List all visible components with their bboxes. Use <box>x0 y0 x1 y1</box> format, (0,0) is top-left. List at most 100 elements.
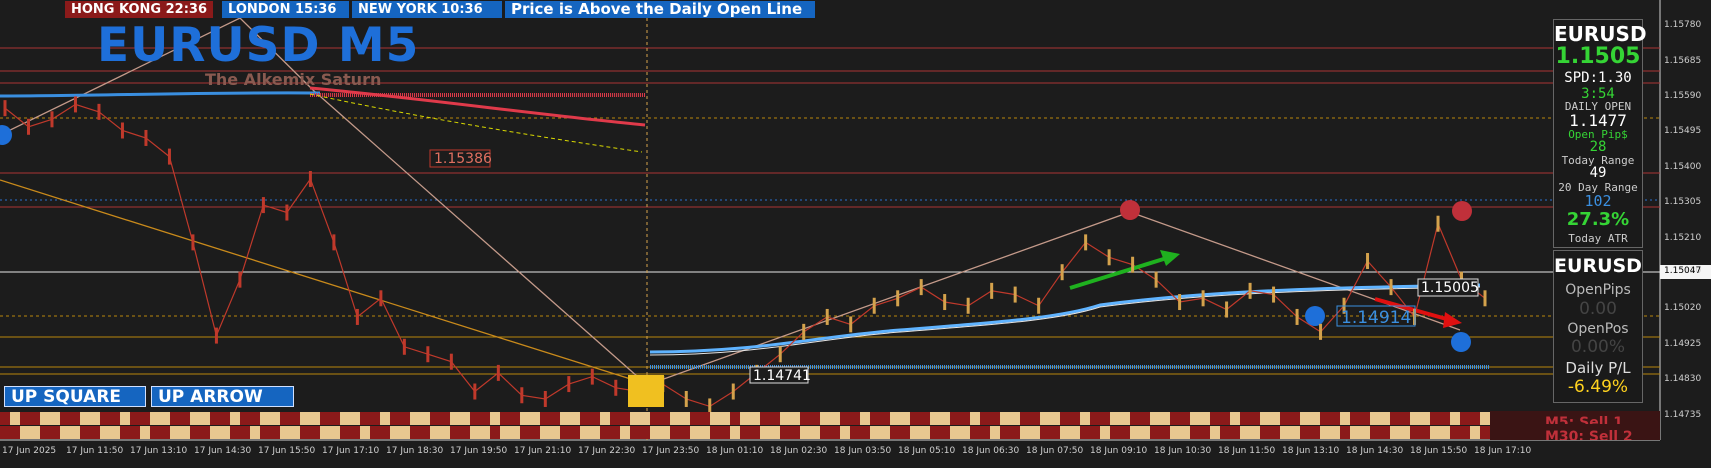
y-tick-label: 1.15305 <box>1664 197 1702 208</box>
signal-cell <box>480 412 490 425</box>
signal-cell <box>540 412 550 425</box>
signal-cell <box>50 412 60 425</box>
signal-cell <box>520 412 530 425</box>
current-box-price-label: 1.15005 <box>1421 280 1479 296</box>
signal-cell <box>220 412 230 425</box>
signal-cell <box>270 412 280 425</box>
signal-cell <box>1350 426 1360 439</box>
hong-kong-clock: HONG KONG 22:36 <box>65 1 213 18</box>
pl-panel: EURUSD OpenPips 0.00 OpenPos 0.00% Daily… <box>1553 250 1643 403</box>
signal-cell <box>160 426 170 439</box>
signal-cell <box>1120 412 1130 425</box>
signal-cell <box>760 426 770 439</box>
x-tick-label: 18 Jun 13:10 <box>1282 446 1340 456</box>
signal-cell <box>160 412 170 425</box>
x-tick-label: 18 Jun 17:10 <box>1474 446 1532 456</box>
signal-cell <box>1270 426 1280 439</box>
signal-cell <box>460 412 470 425</box>
signal-cell <box>1090 426 1100 439</box>
signal-cell <box>210 426 220 439</box>
signal-cell <box>370 426 380 439</box>
x-tick-label: 18 Jun 15:50 <box>1410 446 1468 456</box>
signal-cell <box>1460 426 1470 439</box>
panel-symbol: EURUSD <box>1554 22 1647 46</box>
signal-cell <box>250 412 260 425</box>
signal-cell <box>1310 412 1320 425</box>
price-series-line <box>4 103 1486 408</box>
x-tick-label: 18 Jun 01:10 <box>706 446 764 456</box>
signal-cell <box>1100 412 1110 425</box>
signal-cell <box>710 412 720 425</box>
signal-cell <box>1420 412 1430 425</box>
signal-cell <box>520 426 530 439</box>
signal-cell <box>860 412 870 425</box>
signal-cell <box>530 412 540 425</box>
signal-cell <box>1140 426 1150 439</box>
panel-twenty-day-label: 20 Day Range <box>1558 181 1638 194</box>
signal-cell <box>1250 426 1260 439</box>
signal-cell <box>1400 426 1410 439</box>
signal-cell <box>920 426 930 439</box>
panel-daily-open-label: DAILY OPEN <box>1564 100 1632 113</box>
signal-cell <box>1320 426 1330 439</box>
signal-cell <box>320 412 330 425</box>
up-square-button[interactable]: UP SQUARE <box>4 386 146 407</box>
signal-cell <box>1040 426 1050 439</box>
signal-cell <box>1300 412 1310 425</box>
signal-cell <box>760 412 770 425</box>
x-tick-label: 18 Jun 09:10 <box>1090 446 1148 456</box>
signal-cell <box>510 412 520 425</box>
signal-cell <box>870 426 880 439</box>
signal-cell <box>1190 426 1200 439</box>
signal-cell <box>1160 412 1170 425</box>
signal-cell <box>1340 426 1350 439</box>
signal-cell <box>1280 412 1290 425</box>
signal-cell <box>910 426 920 439</box>
signal-cell <box>940 412 950 425</box>
signal-cell <box>400 426 410 439</box>
y-tick-label: 1.15210 <box>1664 232 1702 243</box>
signal-cell <box>280 412 290 425</box>
signal-cell <box>690 412 700 425</box>
panel-daily-open-value: 1.1477 <box>1569 111 1627 130</box>
signal-cell <box>1340 412 1350 425</box>
signal-cell <box>240 426 250 439</box>
signal-cell <box>1030 412 1040 425</box>
signal-cell <box>40 412 50 425</box>
signal-cell <box>1250 412 1260 425</box>
signal-cell <box>30 412 40 425</box>
signal-cell <box>350 412 360 425</box>
signal-cell <box>170 412 180 425</box>
signal-cell <box>1400 412 1410 425</box>
x-tick-label: 17 Jun 18:30 <box>386 446 444 456</box>
signal-cell <box>840 412 850 425</box>
signal-cell <box>900 426 910 439</box>
signal-cell <box>290 426 300 439</box>
signal-cell <box>310 426 320 439</box>
signal-cell <box>540 426 550 439</box>
signal-cell <box>880 412 890 425</box>
signal-cell <box>0 426 10 439</box>
current-price-tag: 1.15047 <box>1664 266 1702 276</box>
signal-cell <box>600 412 610 425</box>
signal-cell <box>1080 412 1090 425</box>
signal-cell <box>790 412 800 425</box>
new-york-clock: NEW YORK 10:36 <box>352 1 502 18</box>
signal-cell <box>150 412 160 425</box>
signal-cell <box>1410 426 1420 439</box>
x-tick-label: 18 Jun 07:50 <box>1026 446 1084 456</box>
signal-cell <box>630 426 640 439</box>
signal-cell <box>860 426 870 439</box>
signal-cell <box>1150 426 1160 439</box>
x-tick-label: 18 Jun 06:30 <box>962 446 1020 456</box>
signal-cell <box>1070 426 1080 439</box>
up-arrow-button[interactable]: UP ARROW <box>151 386 294 407</box>
panel-atr-percent: 27.3% <box>1566 209 1630 230</box>
signal-cell <box>1350 412 1360 425</box>
pl-open-pips-value: 0.00 <box>1579 299 1617 319</box>
signal-cell <box>430 426 440 439</box>
signal-cell <box>1120 426 1130 439</box>
signal-cell <box>1050 426 1060 439</box>
signal-cell <box>1130 412 1140 425</box>
signal-cell <box>770 412 780 425</box>
